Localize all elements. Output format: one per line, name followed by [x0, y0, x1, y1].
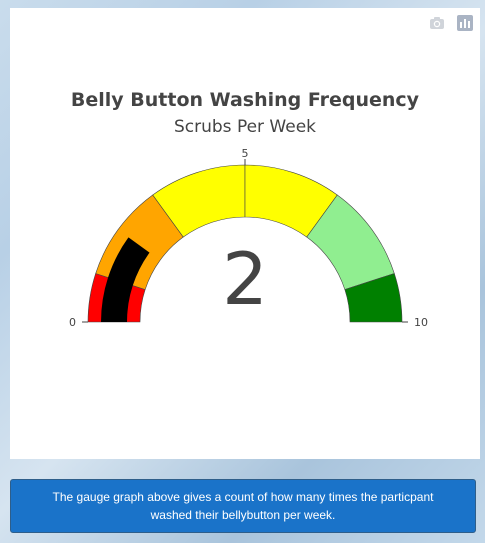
- modebar: [428, 14, 474, 32]
- gauge-bar-group: [101, 237, 150, 322]
- camera-icon[interactable]: [428, 14, 446, 32]
- info-box: The gauge graph above gives a count of h…: [10, 479, 476, 533]
- gauge-ticks: 0 5 10: [69, 147, 428, 329]
- plotly-logo-icon[interactable]: [456, 14, 474, 32]
- gauge-tick-label-1: 5: [242, 147, 249, 160]
- chart-title: Belly Button Washing Frequency: [71, 89, 420, 111]
- chart-card: Belly Button Washing Frequency Scrubs Pe…: [10, 8, 480, 459]
- gauge-tick-label-2: 10: [414, 316, 428, 329]
- gauge-chart: Belly Button Washing Frequency Scrubs Pe…: [69, 89, 428, 329]
- gauge-value: 2: [222, 237, 268, 321]
- gauge-value-bar: [101, 237, 150, 322]
- info-text: The gauge graph above gives a count of h…: [52, 490, 434, 522]
- gauge-tick-label-0: 0: [69, 316, 76, 329]
- chart-subtitle: Scrubs Per Week: [174, 117, 316, 137]
- gauge-step-5: [344, 273, 403, 323]
